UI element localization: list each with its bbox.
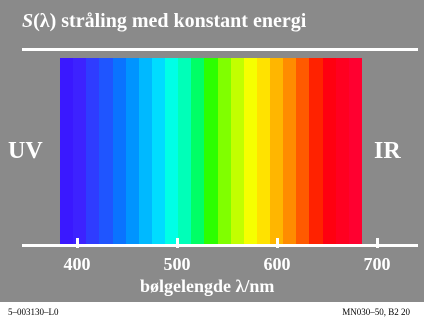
slide-title: S(λ) stråling med konstant energi xyxy=(22,10,306,33)
spectrum-band xyxy=(73,58,87,244)
spectrum-band xyxy=(99,58,113,244)
spectrum-band xyxy=(60,58,74,244)
spectrum-band xyxy=(112,58,126,244)
uv-label: UV xyxy=(8,138,43,164)
axis-tick-label: 700 xyxy=(363,254,391,274)
spectrum-band xyxy=(165,58,179,244)
spectrum-band xyxy=(270,58,284,244)
spectrum-band xyxy=(204,58,218,244)
ir-label: IR xyxy=(374,138,401,164)
spectrum-band xyxy=(243,58,257,244)
axis-tick xyxy=(76,238,79,248)
spectrum-band xyxy=(191,58,205,244)
footer-code-left: 5–003130–L0 xyxy=(8,307,59,317)
spectrum-band xyxy=(283,58,297,244)
spectrum-band xyxy=(309,58,323,244)
title-text: (λ) stråling med konstant energi xyxy=(33,10,307,32)
spectrum-band xyxy=(322,58,336,244)
spectrum-band xyxy=(125,58,139,244)
spectrum-band xyxy=(138,58,152,244)
spectrum-band xyxy=(348,58,362,244)
spectrum-band xyxy=(296,58,310,244)
color-spectrum xyxy=(60,58,362,244)
spectrum-band xyxy=(86,58,100,244)
spectrum-band xyxy=(256,58,270,244)
spectrum-band xyxy=(217,58,231,244)
title-symbol: S xyxy=(22,10,34,32)
spectrum-band xyxy=(335,58,349,244)
spectrum-band xyxy=(151,58,165,244)
axis-tick-label: 600 xyxy=(263,254,291,274)
spectrum-band xyxy=(230,58,244,244)
slide-background: S(λ) stråling med konstant energi UV IR … xyxy=(0,0,424,302)
title-underline xyxy=(22,48,418,51)
axis-label: bølgelengde λ/nm xyxy=(140,276,275,296)
axis-tick xyxy=(176,238,179,248)
wavelength-axis-line xyxy=(22,244,418,247)
axis-tick-label: 500 xyxy=(163,254,191,274)
axis-tick xyxy=(376,238,379,248)
axis-tick-label: 400 xyxy=(63,254,91,274)
footer-code-right: MN030–50, B2 20 xyxy=(342,307,410,317)
spectrum-band xyxy=(178,58,192,244)
axis-tick xyxy=(276,238,279,248)
